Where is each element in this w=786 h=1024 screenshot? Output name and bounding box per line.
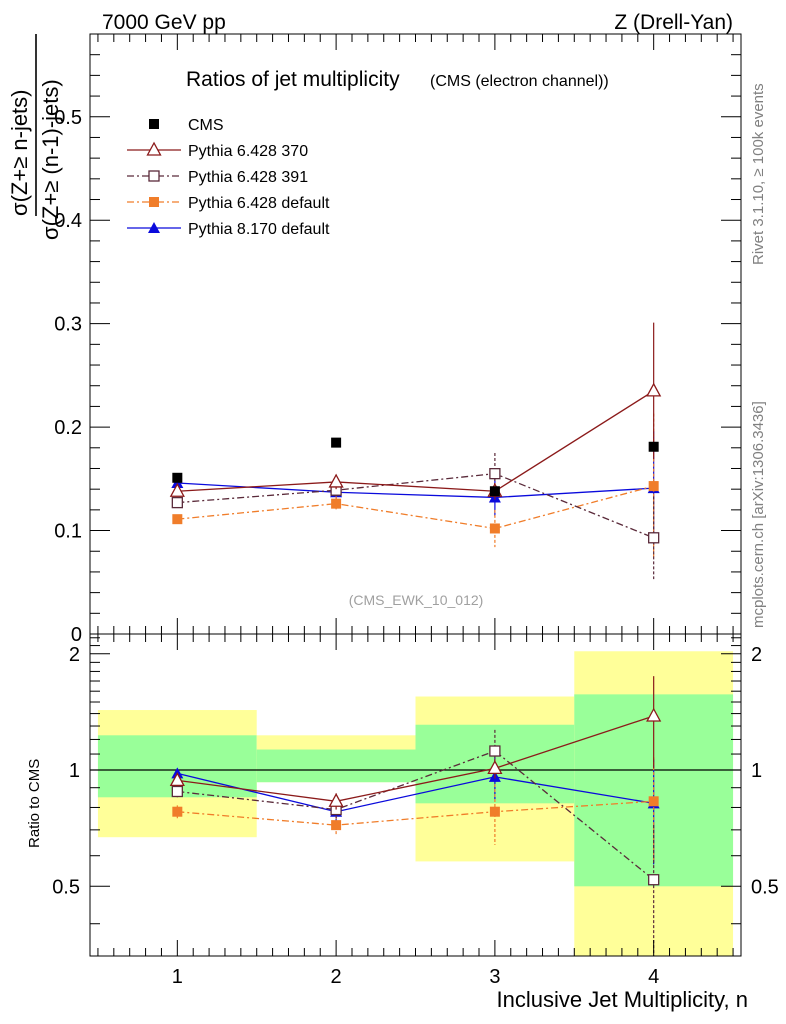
- chart-subtitle: (CMS (electron channel)): [430, 73, 609, 90]
- ratio-ytick-label-right-2: 2: [751, 644, 762, 666]
- series-line-s3: [177, 485, 654, 530]
- ratio-ytick-label-right-1: 1: [751, 760, 762, 782]
- point-s1-4: [646, 382, 662, 397]
- main-panel-data: [169, 322, 662, 580]
- point-s3-2: [331, 498, 342, 509]
- ytick-label-0: 0: [71, 624, 82, 646]
- ratio-point-s2-4: [648, 874, 660, 886]
- axis-ticks: 1 2 3 4 0 0.1 0.2 0.3 0.4 0.5 0.5 0.5 1 1 2 2: [52, 34, 779, 988]
- legend-entry-3: Pythia 6.428 391: [127, 169, 308, 186]
- point-s3-1: [172, 514, 183, 525]
- ratio-ytick-label-left-1: 1: [69, 760, 80, 782]
- legend-label-5: Pythia 8.170 default: [188, 221, 330, 238]
- band-green-2: [256, 749, 416, 783]
- ratio-point-s3-4: [648, 796, 659, 807]
- point-s1-2: [328, 473, 344, 488]
- ratio-panel-data: [169, 676, 662, 956]
- point-s0-4: [648, 441, 659, 452]
- ratio-point-s2-3: [489, 745, 501, 757]
- series-line-s4: [177, 482, 654, 499]
- ratio-point-s2-1: [171, 785, 183, 798]
- analysis-tag: (CMS_EWK_10_012): [349, 592, 484, 608]
- ratio-point-s3-3: [489, 806, 500, 817]
- point-s0-3: [489, 486, 500, 497]
- ratio-point-s1-1: [169, 772, 185, 787]
- legend-marker-3: [148, 170, 160, 182]
- legend-label-4: Pythia 6.428 default: [188, 195, 330, 212]
- point-s3-4: [648, 481, 659, 492]
- point-s0-2: [331, 437, 342, 448]
- ytick-label-0.1: 0.1: [54, 521, 82, 543]
- legend-entry-4: Pythia 6.428 default: [127, 195, 330, 212]
- ratio-ytick-label-right-0.5: 0.5: [751, 876, 779, 898]
- process-label: Z (Drell-Yan): [614, 11, 733, 34]
- legend-marker-5: [148, 222, 160, 233]
- legend-marker-4: [149, 197, 159, 207]
- point-s2-4: [648, 532, 660, 544]
- legend-entry-5: Pythia 8.170 default: [127, 221, 330, 238]
- ytick-label-0.3: 0.3: [54, 314, 82, 336]
- ratio-ylabel: Ratio to CMS: [26, 759, 43, 848]
- ratio-line-s1: [177, 715, 654, 802]
- legend-label-1: CMS: [188, 117, 224, 134]
- xtick-label-4: 4: [648, 966, 659, 988]
- series-line-s1: [177, 390, 655, 492]
- series-line-s2: [177, 472, 654, 539]
- ylabel-numerator: σ(Z+≥ n-jets): [7, 90, 32, 217]
- chart-title: Ratios of jet multiplicity: [186, 68, 400, 91]
- ratio-line-s4: [177, 772, 654, 813]
- ytick-label-0.5: 0.5: [54, 107, 82, 129]
- legend-entry-1: CMS: [149, 117, 224, 134]
- ylabel-denominator: σ(Z+≥ (n-1)-jets): [38, 79, 63, 240]
- ratio-ytick-label-left-0.5: 0.5: [52, 876, 80, 898]
- legend-entry-2: Pythia 6.428 370: [127, 141, 308, 160]
- ratio-line-s2: [177, 750, 655, 881]
- legend-marker-1: [149, 119, 159, 129]
- ratio-point-s3-1: [172, 806, 183, 817]
- mcplots-label: mcplots.cern.ch [arXiv:1306.3436]: [750, 401, 767, 628]
- point-s2-3: [489, 468, 501, 480]
- ytick-label-0.4: 0.4: [54, 210, 82, 232]
- legend-label-3: Pythia 6.428 391: [188, 169, 308, 186]
- legend-label-2: Pythia 6.428 370: [188, 143, 308, 160]
- xtick-label-2: 2: [331, 966, 342, 988]
- xtick-label-3: 3: [489, 966, 500, 988]
- point-s2-1: [171, 496, 183, 509]
- ratio-point-s1-2: [328, 792, 344, 807]
- ratio-ytick-label-left-2: 2: [69, 644, 80, 666]
- xlabel: Inclusive Jet Multiplicity, n: [497, 987, 748, 1012]
- ratio-point-s3-2: [331, 820, 342, 831]
- point-s0-1: [172, 472, 183, 483]
- ratio-line-s3: [177, 800, 654, 826]
- point-s3-3: [489, 523, 500, 534]
- rivet-label: Rivet 3.1.10, ≥ 100k events: [750, 83, 767, 265]
- point-s1-1: [169, 482, 185, 497]
- ratio-point-s1-4: [646, 707, 662, 722]
- xtick-label-1: 1: [172, 966, 183, 988]
- ratio-bands: [90, 651, 741, 956]
- energy-label: 7000 GeV pp: [102, 11, 226, 34]
- legend-marker-2: [146, 141, 162, 156]
- ytick-label-0.2: 0.2: [54, 417, 82, 439]
- ratio-point-s1-3: [487, 759, 503, 775]
- legend: CMS Pythia 6.428 370 Pythia 6.428 391 Pythi…: [127, 117, 330, 238]
